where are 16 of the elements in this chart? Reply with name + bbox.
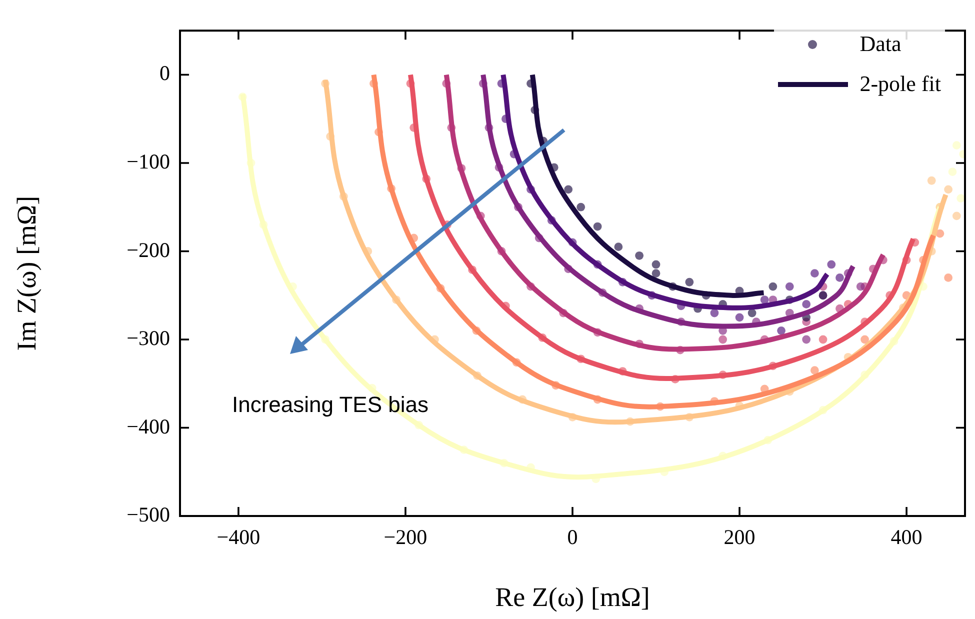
x-tick-label: −400 [216, 525, 260, 550]
x-tick-label: −200 [384, 525, 428, 550]
annotation: Increasing TES bias [232, 392, 428, 418]
y-tick-label: −400 [126, 414, 170, 438]
x-tick-label: 0 [567, 525, 578, 550]
y-tick-label: −200 [126, 238, 170, 262]
x-axis-title: Re Z(ω) [mΩ] [495, 582, 650, 612]
y-axis-title: Im Z(ω) [mΩ] [11, 196, 42, 351]
legend-label: Data [860, 31, 902, 57]
y-tick-label: −300 [126, 326, 170, 350]
x-tick-label: 200 [724, 525, 756, 550]
x-tick-label: 400 [890, 525, 922, 550]
y-tick-label: −100 [126, 149, 170, 174]
y-tick-label: −500 [126, 502, 170, 527]
legend-label: 2-pole fit [860, 71, 941, 97]
y-tick-label: 0 [160, 61, 170, 86]
